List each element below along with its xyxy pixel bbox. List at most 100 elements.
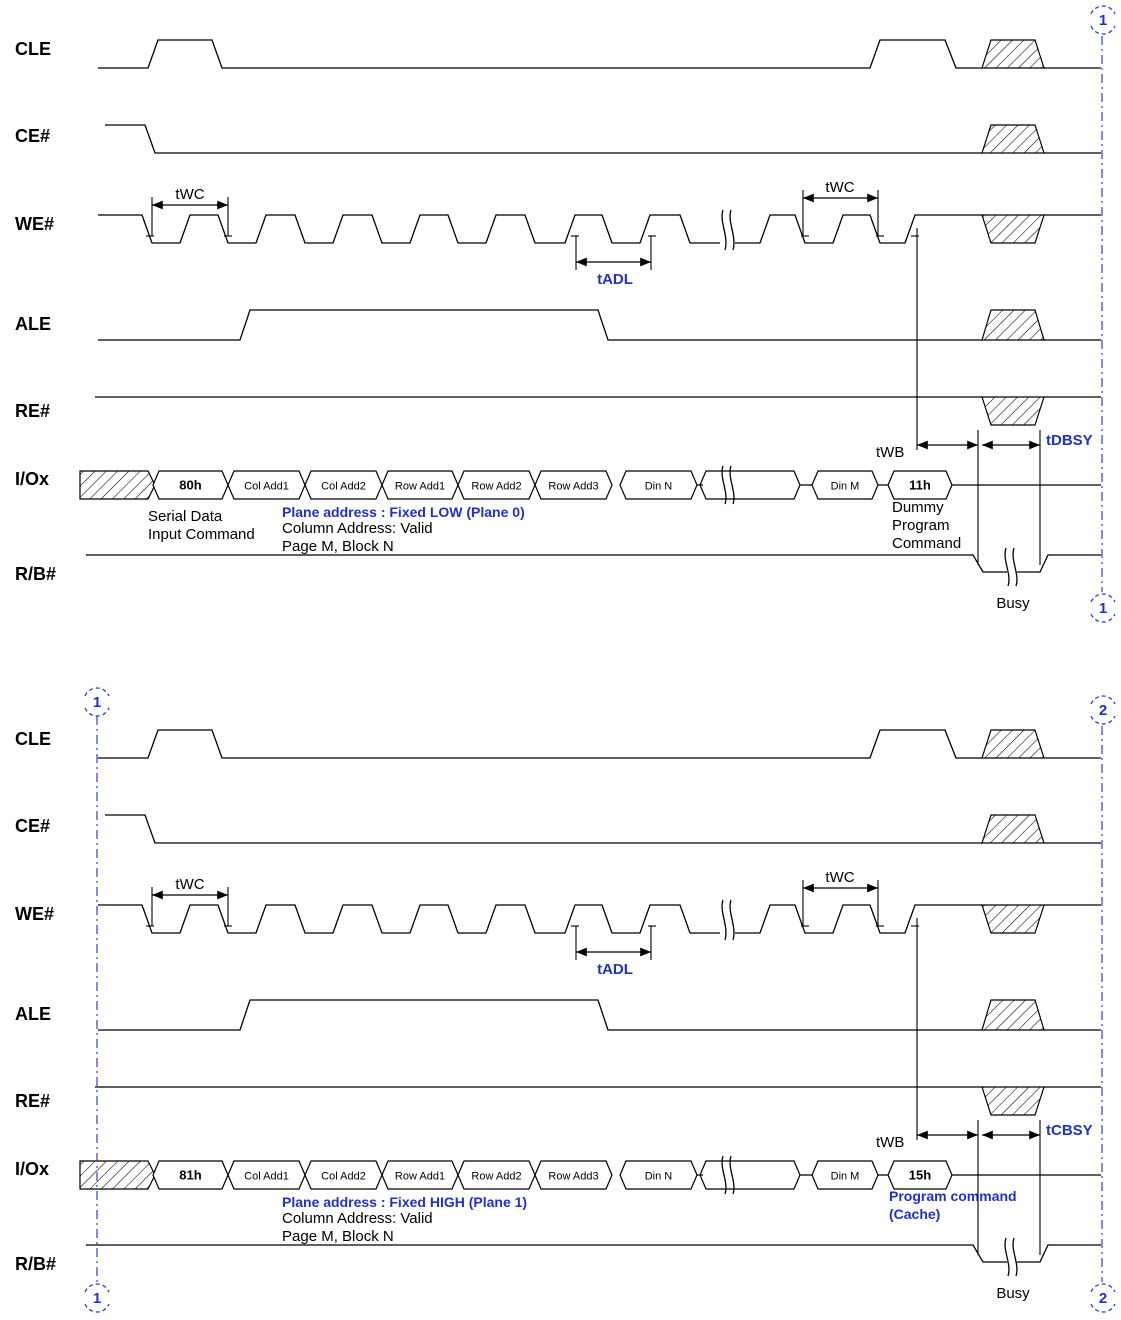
- twc-label-1: tWC: [175, 876, 204, 893]
- we-dont-care: [981, 904, 1045, 934]
- signal-label-ale: ALE: [15, 314, 51, 334]
- end-note-line-0: Dummy: [892, 499, 944, 516]
- bus-row-add3: Row Add3: [548, 481, 598, 493]
- marker-top-right-circle: [1090, 5, 1116, 35]
- bus-data-gap-cell: [699, 1160, 801, 1190]
- bus-col-add2: Col Add2: [321, 481, 366, 493]
- signal-label-re: RE#: [15, 1091, 50, 1111]
- address-note-line-0: Column Address: Valid: [282, 520, 433, 537]
- signal-label-we: WE#: [15, 904, 54, 924]
- marker-bottom-right: 1: [1099, 600, 1107, 617]
- signal-label-re: RE#: [15, 401, 50, 421]
- bus-col-add2-cell: [304, 1160, 383, 1190]
- bus-row-add2: Row Add2: [471, 1171, 521, 1183]
- ce-dont-care: [981, 124, 1045, 154]
- signal-label-iox: I/Ox: [15, 1159, 49, 1179]
- bus-row-add1: Row Add1: [395, 1171, 445, 1183]
- bus-dont-care: [79, 1160, 156, 1190]
- twc-label-2: tWC: [825, 179, 854, 196]
- signal-label-ce: CE#: [15, 816, 50, 836]
- marker-top-right-circle: [1090, 695, 1116, 725]
- bus-break: [721, 465, 735, 505]
- bus-end-command: 15h: [909, 1168, 931, 1183]
- rb-break: [1004, 1237, 1018, 1277]
- rb-break: [1004, 547, 1018, 587]
- rb-waveform: [86, 1244, 1101, 1263]
- end-note-line-0: Program command: [889, 1188, 1017, 1204]
- re-dont-care: [981, 396, 1045, 426]
- marker-bottom-left-circle: [84, 1283, 110, 1313]
- plane-address-note: Plane address : Fixed HIGH (Plane 1): [282, 1194, 527, 1210]
- re-dont-care: [981, 1086, 1045, 1116]
- marker-top-right: 2: [1099, 702, 1107, 719]
- bus-row-add2-cell: [457, 1160, 536, 1190]
- marker-top-left-circle: [84, 687, 110, 717]
- tadl-label: tADL: [597, 271, 633, 288]
- we-break: [721, 899, 735, 941]
- bus-col-add1: Col Add1: [244, 1171, 289, 1183]
- marker-bottom-right-circle: [1090, 1283, 1116, 1313]
- marker-top-left: 1: [93, 694, 101, 711]
- address-note-line-1: Page M, Block N: [282, 538, 394, 555]
- bus-command-cell: [152, 470, 229, 500]
- cle-waveform: [98, 729, 1101, 759]
- signal-label-ce: CE#: [15, 126, 50, 146]
- twb-label: tWB: [876, 1134, 904, 1151]
- ale-dont-care: [981, 999, 1045, 1031]
- timing-panel-1: CLE CE# WE# ALE RE# I/Ox R/B# tWC tWC tADL 80h Col …: [15, 5, 1116, 623]
- bus-dont-care: [79, 470, 156, 500]
- bus-col-add1: Col Add1: [244, 481, 289, 493]
- timing-panel-2: CLE CE# WE# ALE RE# I/Ox R/B# tWC tWC tADL 81h Col …: [15, 687, 1116, 1313]
- we-waveform: [98, 214, 1101, 244]
- bus-row-add3-cell: [534, 1160, 613, 1190]
- end-note-line-2: Command: [892, 535, 961, 552]
- bus-din-n: Din N: [645, 1171, 673, 1183]
- we-waveform: [98, 904, 1101, 934]
- busy-time-label: tDBSY: [1046, 432, 1093, 449]
- signal-label-ale: ALE: [15, 1004, 51, 1024]
- plane-address-note: Plane address : Fixed LOW (Plane 0): [282, 504, 525, 520]
- bus-din-n-cell: [619, 470, 698, 500]
- ce-waveform: [105, 814, 1101, 844]
- ale-waveform: [98, 999, 1101, 1031]
- bus-row-add3: Row Add3: [548, 1171, 598, 1183]
- cmd-note-line-0: Serial Data: [148, 508, 223, 525]
- cle-dont-care: [981, 729, 1045, 759]
- bus-row-add1: Row Add1: [395, 481, 445, 493]
- tadl-label: tADL: [597, 961, 633, 978]
- bus-row-add3-cell: [534, 470, 613, 500]
- bus-row-add2-cell: [457, 470, 536, 500]
- busy-label: Busy: [996, 1285, 1030, 1302]
- bus-col-add1-cell: [227, 470, 306, 500]
- marker-top-right: 1: [1099, 12, 1107, 29]
- signal-label-cle: CLE: [15, 39, 51, 59]
- signal-label-rb: R/B#: [15, 564, 56, 584]
- busy-label: Busy: [996, 595, 1030, 612]
- busy-time-label: tCBSY: [1046, 1122, 1093, 1139]
- marker-bottom-right-circle: [1090, 593, 1116, 623]
- signal-label-iox: I/Ox: [15, 469, 49, 489]
- bus-din-n-cell: [619, 1160, 698, 1190]
- bus-break: [721, 1155, 735, 1195]
- bus-end-command: 11h: [909, 478, 931, 493]
- twb-label: tWB: [876, 444, 904, 461]
- ce-dont-care: [981, 814, 1045, 844]
- bus-din-n: Din N: [645, 481, 673, 493]
- we-break: [721, 209, 735, 251]
- ale-waveform: [98, 309, 1101, 341]
- ale-dont-care: [981, 309, 1045, 341]
- bus-command: 80h: [179, 478, 201, 493]
- bus-data-gap-cell: [699, 470, 801, 500]
- cle-dont-care: [981, 39, 1045, 69]
- marker-bottom-right: 2: [1099, 1290, 1107, 1307]
- end-note-line-1: (Cache): [889, 1206, 940, 1222]
- signal-label-rb: R/B#: [15, 1254, 56, 1274]
- signal-label-cle: CLE: [15, 729, 51, 749]
- bus-row-add1-cell: [381, 470, 459, 500]
- we-dont-care: [981, 214, 1045, 244]
- cmd-note-line-1: Input Command: [148, 526, 255, 543]
- marker-bottom-left: 1: [93, 1290, 101, 1307]
- bus-col-add1-cell: [227, 1160, 306, 1190]
- bus-din-m: Din M: [831, 481, 860, 493]
